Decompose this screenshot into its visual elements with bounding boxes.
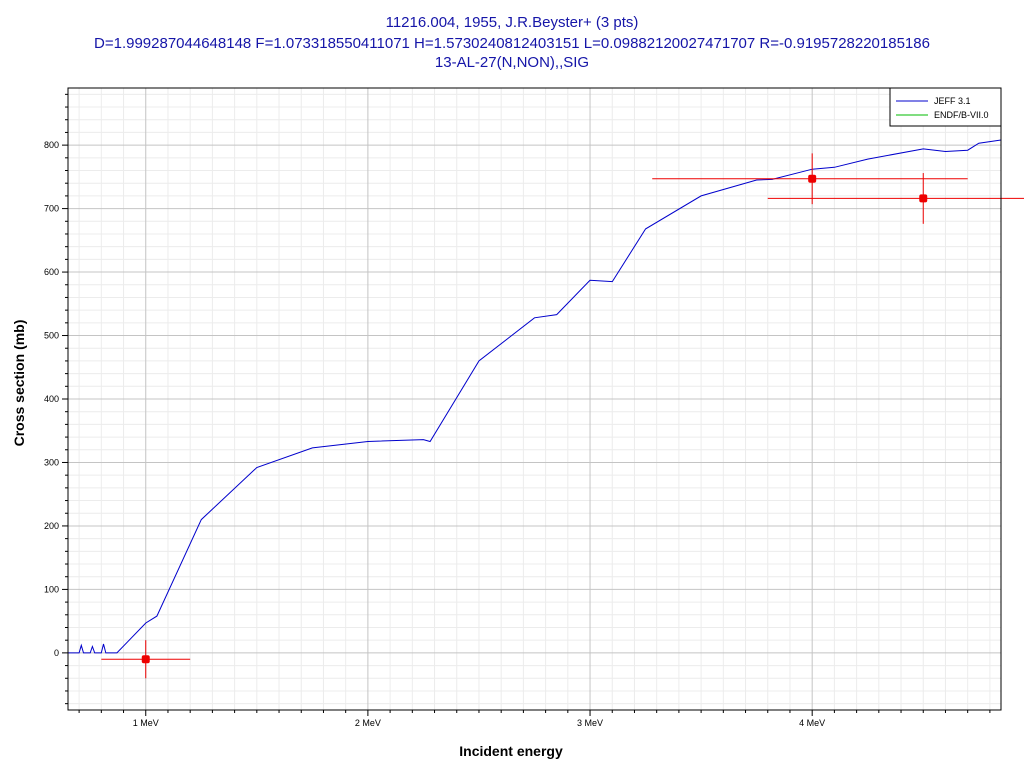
x-tick-label: 4 MeV [799,718,825,728]
x-tick-label: 1 MeV [133,718,159,728]
y-tick-label: 700 [44,204,59,214]
y-tick-label: 0 [54,648,59,658]
data-point [919,194,928,203]
legend-label-endf: ENDF/B-VII.0 [934,110,989,120]
data-point [808,174,817,183]
y-tick-label: 800 [44,140,59,150]
axis-ticks: 1 MeV 2 MeV 3 MeV 4 MeV 0 100 200 300 400 500 600 7… [44,93,991,728]
data-points [101,153,1024,679]
chart-title: 11216.004, 1955, J.R.Beyster+ (3 pts) [385,14,639,31]
y-axis-label: Cross section (mb) [11,320,27,447]
y-tick-label: 200 [44,521,59,531]
series-line-0 [68,139,1002,654]
series-lines [68,139,1002,654]
x-tick-label: 3 MeV [577,718,603,728]
chart-subtitle: D=1.999287044648148 F=1.073318550411071 … [94,35,930,52]
legend-label-jeff: JEFF 3.1 [934,96,971,106]
y-tick-label: 400 [44,394,59,404]
chart-reaction-label: 13-AL-27(N,NON),,SIG [434,54,590,71]
data-point [141,655,150,664]
y-tick-label: 500 [44,331,59,341]
grid [68,88,1001,710]
legend-box [889,87,1002,127]
legend: JEFF 3.1 ENDF/B-VII.0 [889,87,1002,127]
y-tick-label: 300 [44,457,59,467]
y-tick-label: 100 [44,584,59,594]
y-tick-label: 600 [44,267,59,277]
plot-frame [67,87,1002,711]
x-axis-label: Incident energy [459,743,563,759]
x-tick-label: 2 MeV [355,718,381,728]
